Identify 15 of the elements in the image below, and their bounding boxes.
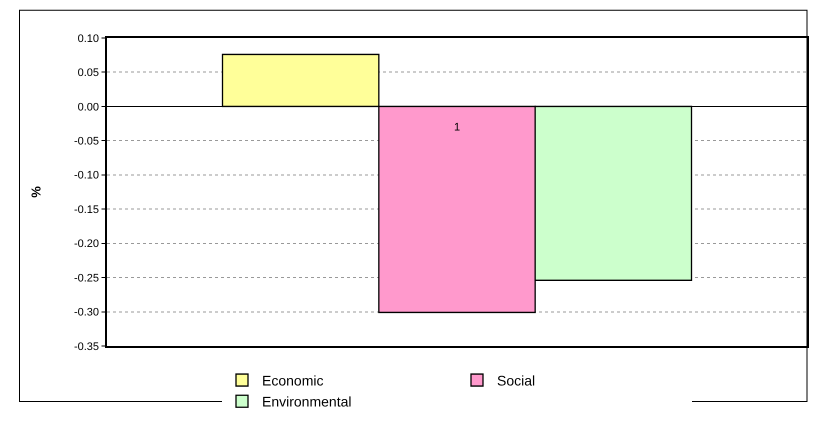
y-tick-label: -0.25 bbox=[74, 272, 100, 284]
y-tick-label: -0.20 bbox=[74, 238, 100, 250]
y-tick-label: -0.05 bbox=[74, 136, 100, 148]
y-tick-label: 0.00 bbox=[78, 101, 100, 114]
y-tick-label: 0.05 bbox=[78, 67, 100, 80]
y-axis-title: % bbox=[28, 186, 44, 198]
x-tick-label: 1 bbox=[454, 121, 460, 134]
legend-label: Environmental bbox=[262, 394, 352, 410]
legend-label: Economic bbox=[262, 372, 324, 389]
y-tick-label: 0.10 bbox=[78, 32, 100, 45]
y-tick-label: -0.30 bbox=[74, 306, 100, 319]
legend-label: Social bbox=[497, 372, 536, 389]
y-tick-label: -0.35 bbox=[74, 340, 100, 353]
y-tick-label: -0.10 bbox=[74, 170, 100, 182]
y-tick-label: -0.15 bbox=[74, 204, 100, 216]
